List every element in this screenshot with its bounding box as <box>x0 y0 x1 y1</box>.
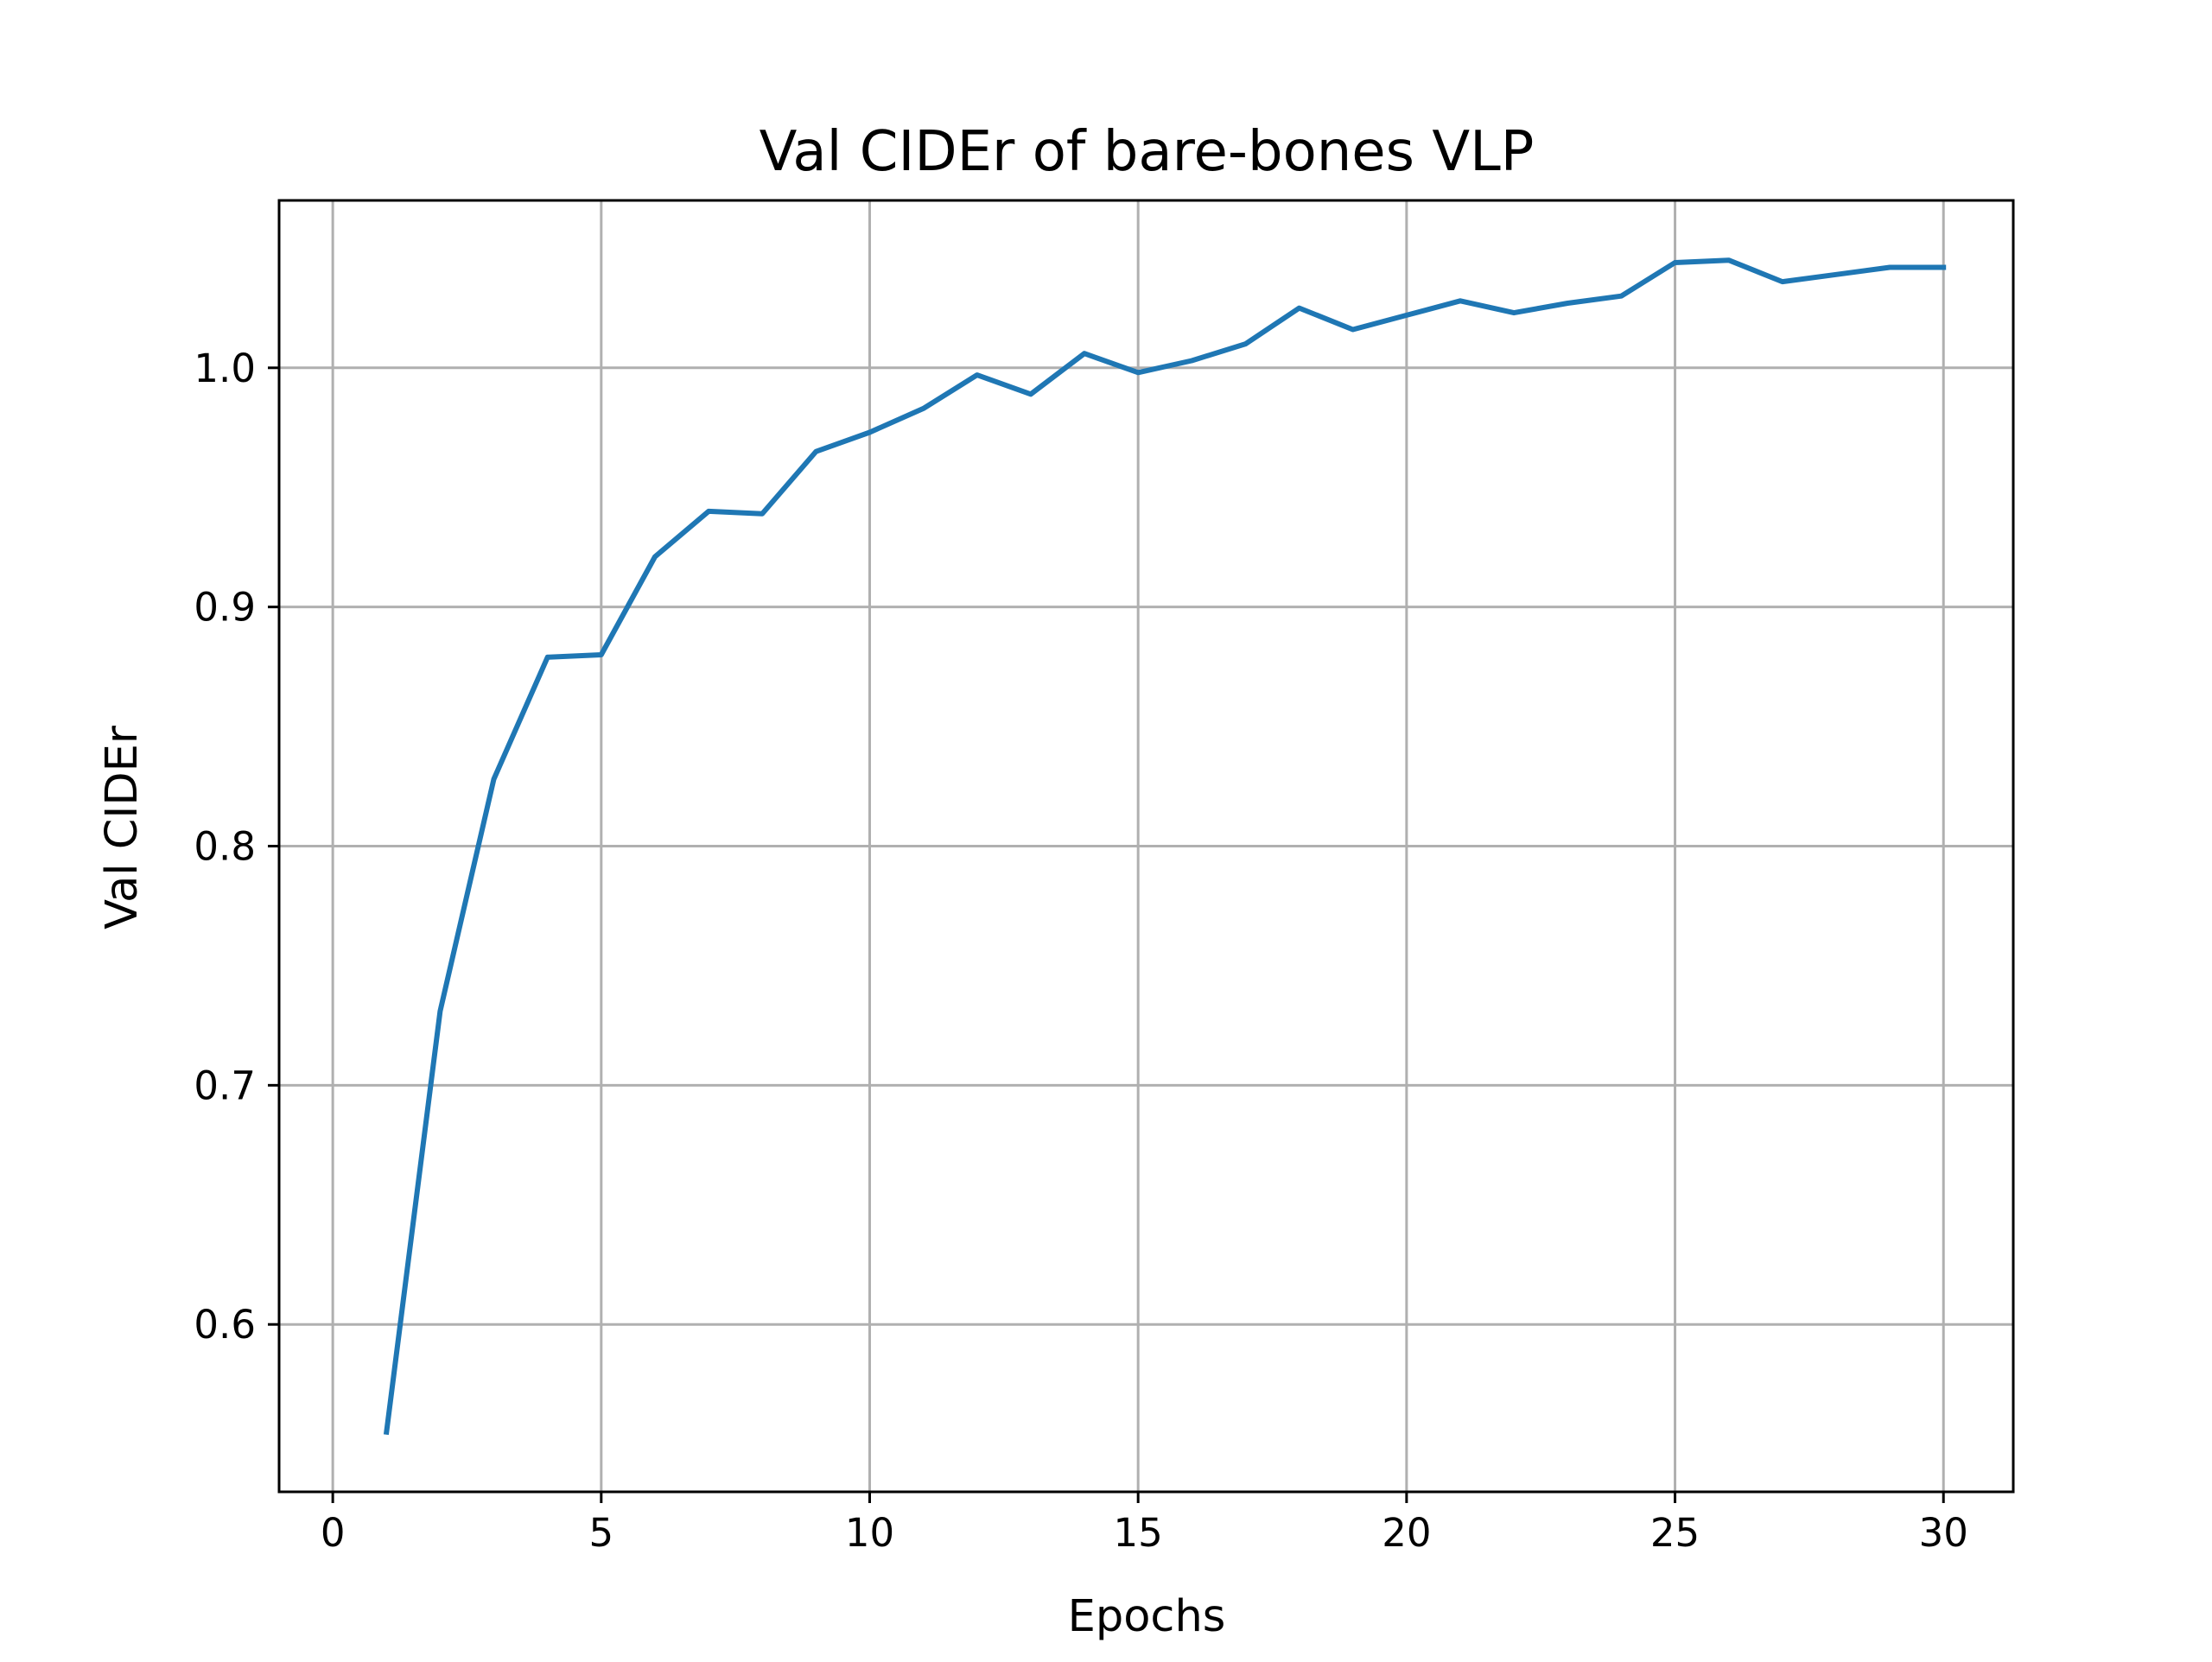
y-tick-label: 0.8 <box>194 824 256 870</box>
y-tick-label: 0.7 <box>194 1063 256 1108</box>
x-tick-label: 15 <box>1114 1510 1163 1556</box>
x-axis-label: Epochs <box>1068 1591 1226 1642</box>
series-lines <box>383 257 1947 1436</box>
tick-labels: 0 5 10 15 20 25 30 0.6 0.7 0.8 0.9 1.0 <box>194 346 1967 1556</box>
x-tick-label: 25 <box>1650 1510 1700 1556</box>
y-axis-label: Val CIDEr <box>97 726 148 929</box>
y-tick-label: 1.0 <box>194 346 256 391</box>
y-tick-label: 0.6 <box>194 1302 256 1348</box>
chart-title: Val CIDEr of bare-bones VLP <box>760 120 1535 184</box>
x-tick-label: 20 <box>1382 1510 1431 1556</box>
x-tick-label: 30 <box>1919 1510 1968 1556</box>
y-tick-label: 0.9 <box>194 585 256 631</box>
x-tick-label: 5 <box>588 1510 613 1556</box>
x-tick-label: 0 <box>321 1510 346 1556</box>
tick-marks <box>268 366 1945 1503</box>
grid-lines <box>279 200 2013 1492</box>
series-line <box>383 257 1947 1436</box>
x-tick-label: 10 <box>845 1510 894 1556</box>
